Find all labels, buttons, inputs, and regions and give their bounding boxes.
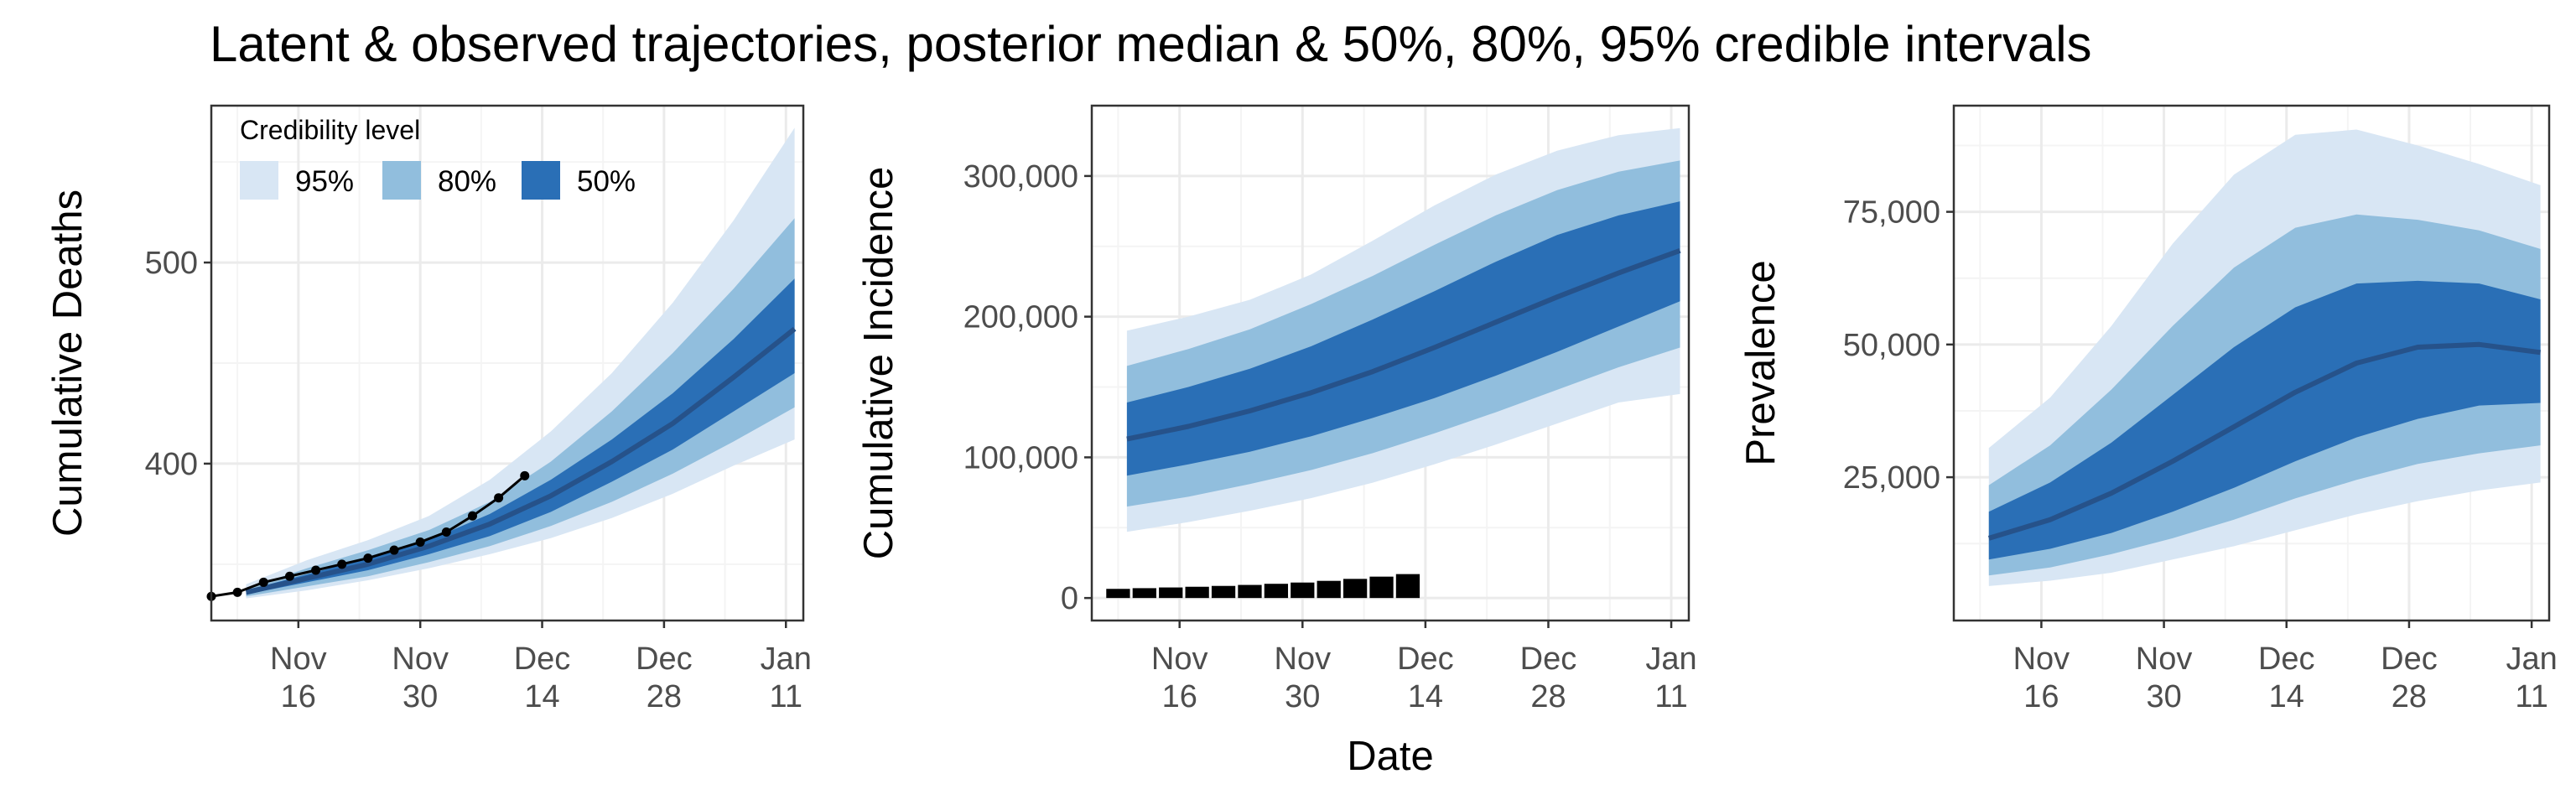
x-tick-label-day: 11 xyxy=(2515,679,2547,714)
y-tick-label: 50,000 xyxy=(1843,328,1940,363)
legend-swatch-95 xyxy=(240,161,278,200)
x-tick-label-day: 30 xyxy=(1285,679,1320,714)
observed-bar xyxy=(1185,586,1209,599)
observed-point xyxy=(284,571,294,581)
legend-swatch-50 xyxy=(522,161,560,200)
y-tick-label: 500 xyxy=(145,246,198,281)
ci50-band xyxy=(246,278,795,595)
observed-point xyxy=(415,537,425,547)
observed-bar xyxy=(1106,589,1130,599)
legend: Credibility level 95% 80% 50% xyxy=(240,115,636,200)
observed-point xyxy=(232,587,242,597)
x-tick-label-day: 28 xyxy=(2392,679,2427,714)
x-tick-label-day: 11 xyxy=(770,679,802,714)
x-tick-label-day: 14 xyxy=(524,679,559,714)
x-tick-label-day: 16 xyxy=(2023,679,2059,714)
y-tick-label: 100,000 xyxy=(963,440,1078,475)
legend-label: 50% xyxy=(577,165,636,198)
figure-title: Latent & observed trajectories, posterio… xyxy=(210,16,2092,72)
observed-point xyxy=(389,545,399,555)
observed-bar xyxy=(1369,576,1394,599)
x-tick-label-month: Nov xyxy=(2136,641,2193,677)
x-tick-label-month: Nov xyxy=(1275,641,1332,677)
x-tick-label-month: Dec xyxy=(2258,641,2315,677)
median-line xyxy=(1126,247,1681,442)
observed-point xyxy=(441,527,451,537)
observed-point xyxy=(337,559,347,569)
observed-bar xyxy=(1395,574,1420,599)
x-tick-label-day: 16 xyxy=(281,679,316,714)
observed-bar xyxy=(1264,584,1289,599)
observed-point xyxy=(520,470,530,480)
x-tick-label-day: 11 xyxy=(1654,679,1687,714)
panel-border xyxy=(210,104,805,622)
observed-bar xyxy=(1159,587,1183,599)
x-tick-label-month: Dec xyxy=(1397,641,1454,677)
y-tick-label: 400 xyxy=(145,447,198,482)
x-tick-label-month: Jan xyxy=(2506,641,2557,677)
panel-3: 25,00050,00075,000Nov16Nov30Dec14Dec28Ja… xyxy=(1738,104,2558,714)
y-axis-title: Prevalence xyxy=(1738,260,1784,465)
y-tick-label: 300,000 xyxy=(963,159,1078,195)
legend-swatch-80 xyxy=(382,161,421,200)
y-tick-label: 75,000 xyxy=(1843,195,1940,231)
panel-border xyxy=(1090,104,1690,622)
y-tick-label: 0 xyxy=(1061,581,1078,616)
x-tick-label-month: Dec xyxy=(514,641,571,677)
observed-point xyxy=(311,565,321,575)
x-tick-label-month: Dec xyxy=(2381,641,2438,677)
observed-bar xyxy=(1343,579,1368,599)
observed-bar xyxy=(1132,588,1156,599)
panel-border xyxy=(1952,104,2551,622)
x-tick-label-month: Nov xyxy=(1151,641,1208,677)
y-axis-title: Cumulative Incidence xyxy=(856,167,901,559)
x-tick-label-month: Nov xyxy=(392,641,449,677)
x-tick-label-day: 30 xyxy=(2146,679,2181,714)
median-line xyxy=(1987,341,2541,541)
x-tick-label-month: Dec xyxy=(636,641,693,677)
y-tick-label: 25,000 xyxy=(1843,460,1940,496)
y-tick-label: 200,000 xyxy=(963,300,1078,335)
legend-label: 95% xyxy=(295,165,354,198)
panel-1: 400500Nov16Nov30Dec14Dec28Jan11Cumulativ… xyxy=(45,104,812,714)
observed-point xyxy=(363,553,373,564)
x-tick-label-day: 14 xyxy=(2269,679,2304,714)
x-tick-label-day: 30 xyxy=(402,679,438,714)
x-tick-label-month: Dec xyxy=(1520,641,1577,677)
observed-point xyxy=(467,511,477,521)
x-tick-label-month: Nov xyxy=(2013,641,2070,677)
observed-bar xyxy=(1238,584,1262,599)
x-tick-label-month: Nov xyxy=(270,641,327,677)
observed-bar xyxy=(1291,582,1315,599)
legend-title: Credibility level xyxy=(240,115,420,145)
median-line xyxy=(245,326,797,595)
panel-2: 0100,000200,000300,000Nov16Nov30Dec14Dec… xyxy=(856,104,1697,714)
x-tick-label-day: 28 xyxy=(1530,679,1566,714)
observed-bar xyxy=(1317,580,1341,599)
observed-bar xyxy=(1211,585,1236,599)
x-tick-label-month: Jan xyxy=(761,641,812,677)
legend-label: 80% xyxy=(438,165,496,198)
x-tick-label-month: Jan xyxy=(1645,641,1696,677)
x-tick-label-day: 28 xyxy=(647,679,682,714)
observed-point xyxy=(258,577,268,587)
x-tick-label-day: 16 xyxy=(1162,679,1197,714)
x-axis-title: Date xyxy=(1347,734,1434,779)
observed-point xyxy=(494,493,504,503)
x-tick-label-day: 14 xyxy=(1408,679,1443,714)
y-axis-title: Cumulative Deaths xyxy=(45,190,91,537)
